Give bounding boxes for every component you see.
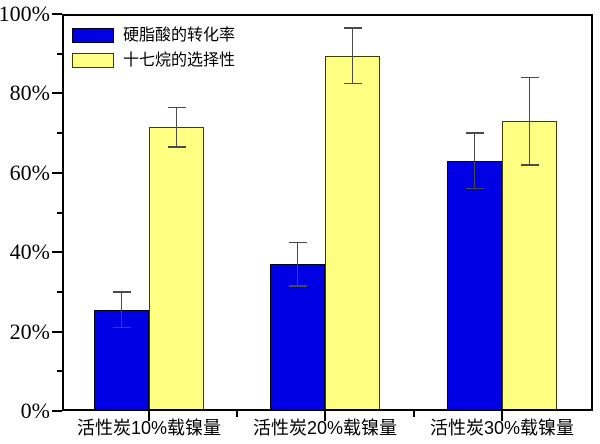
x-axis-minor-tick — [236, 411, 238, 417]
error-bar-line — [296, 242, 299, 286]
error-bar-line — [120, 291, 123, 328]
error-bar-cap-top — [112, 291, 131, 293]
error-bar-cap-top — [288, 241, 307, 244]
error-bar-line — [528, 77, 531, 165]
bar-heptadecane-selectivity-group2 — [325, 55, 380, 411]
error-bar-cap-top — [465, 132, 484, 134]
error-bar-cap-top — [343, 27, 362, 29]
y-axis-tick-label: 100% — [0, 1, 50, 26]
x-axis-major-tick — [148, 411, 150, 421]
legend-swatch-selectivity — [72, 53, 114, 68]
bar-stearic-acid-conversion-group3 — [447, 160, 502, 411]
bar-stearic-acid-conversion-group2 — [270, 264, 325, 411]
error-bar-cap-top — [520, 76, 539, 79]
y-axis-minor-tick — [57, 211, 62, 214]
x-axis-category-label: 活性炭30%载镍量 — [429, 418, 575, 438]
y-axis-minor-tick — [57, 290, 62, 293]
x-axis-major-tick — [501, 411, 503, 421]
error-bar-line — [175, 107, 178, 147]
y-axis-major-tick — [52, 410, 62, 412]
y-axis-major-tick — [52, 171, 62, 174]
y-axis-tick-label: 20% — [9, 318, 50, 344]
x-axis-category-label: 活性炭10%载镍量 — [76, 418, 222, 438]
y-axis-tick-label: 0% — [20, 398, 50, 423]
x-axis-minor-tick — [412, 411, 415, 417]
y-axis-tick-label: 60% — [9, 159, 50, 185]
legend-label-conversion: 硬脂酸的转化率 — [123, 27, 236, 44]
legend-item-conversion: 硬脂酸的转化率 — [72, 27, 235, 44]
error-bar-line — [351, 27, 354, 84]
error-bar-cap-top — [167, 106, 186, 109]
y-axis-minor-tick — [57, 52, 62, 55]
x-axis-category-label: 活性炭20%载镍量 — [252, 418, 398, 438]
bar-heptadecane-selectivity-group1 — [149, 127, 204, 411]
y-axis-tick-label: 40% — [9, 239, 50, 265]
legend-item-selectivity: 十七烷的选择性 — [72, 52, 235, 69]
error-bar-cap-bottom — [465, 187, 484, 190]
legend-swatch-conversion — [72, 28, 114, 43]
y-axis-major-tick — [52, 251, 62, 254]
error-bar-cap-bottom — [343, 82, 362, 85]
y-axis-minor-tick — [57, 132, 62, 135]
error-bar-cap-bottom — [520, 164, 539, 166]
error-bar-line — [473, 133, 476, 189]
y-axis-major-tick — [52, 13, 62, 15]
error-bar-cap-bottom — [112, 326, 131, 329]
y-axis-major-tick — [52, 92, 62, 95]
error-bar-cap-bottom — [167, 146, 186, 148]
legend: 硬脂酸的转化率 十七烷的选择性 — [72, 27, 235, 77]
y-axis-tick-label: 80% — [9, 80, 50, 106]
y-axis-minor-tick — [57, 370, 62, 373]
legend-label-selectivity: 十七烷的选择性 — [123, 52, 236, 69]
y-axis-major-tick — [52, 330, 62, 333]
x-axis-major-tick — [324, 411, 326, 421]
error-bar-cap-bottom — [288, 285, 307, 287]
